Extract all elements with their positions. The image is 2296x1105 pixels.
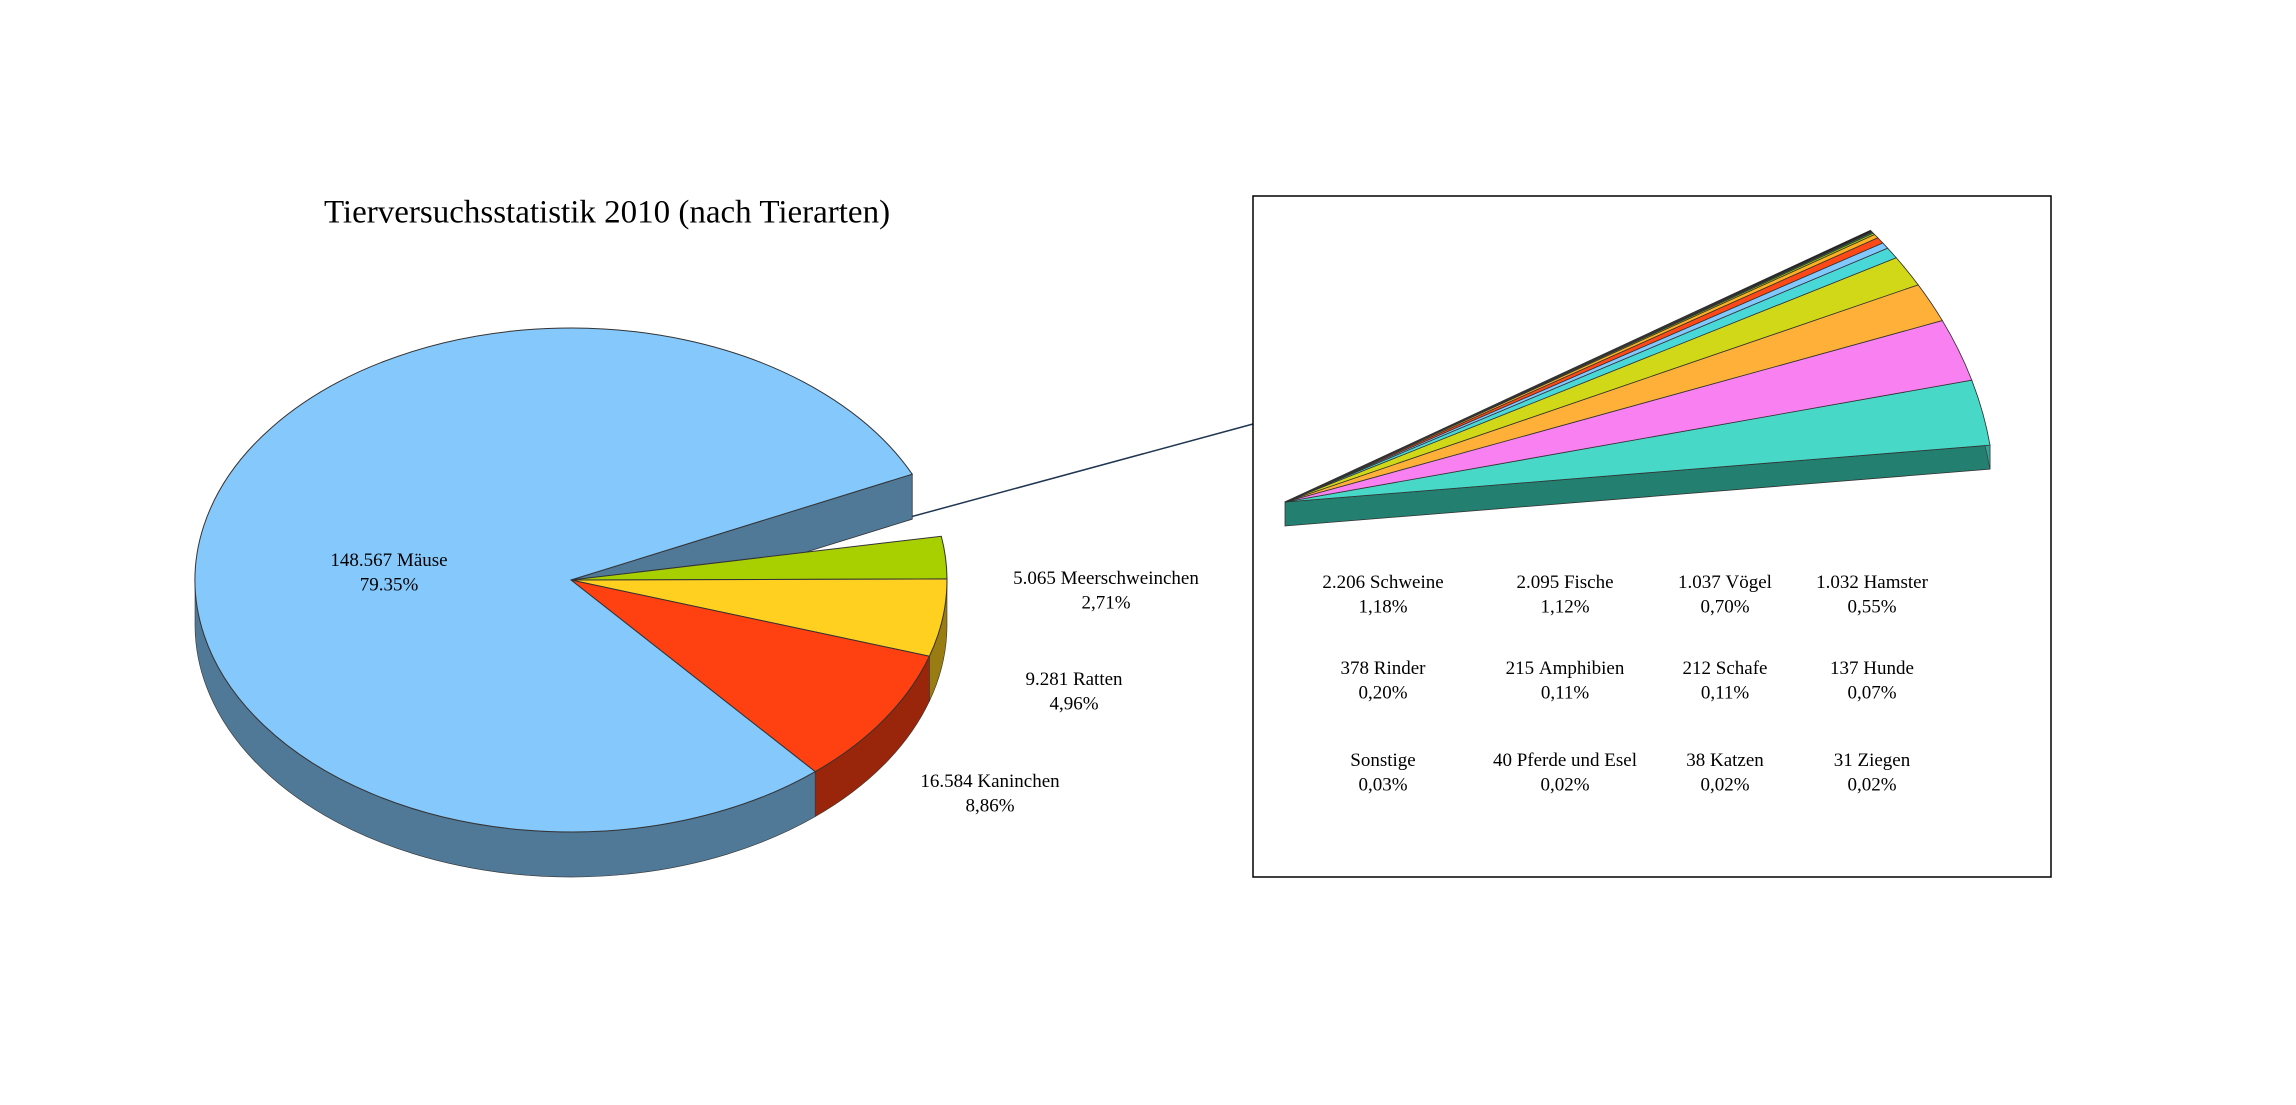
slice-label: 31 Ziegen [1834,750,1911,771]
percent-label: 0,55% [1847,596,1896,617]
percent-label: 0,20% [1358,682,1407,703]
pie-slice [194,327,914,833]
slice-label: 38 Katzen [1686,750,1764,771]
percent-label: 0,03% [1358,774,1407,795]
percent-label: 1,12% [1540,596,1589,617]
category-label: Kaninchen [977,771,1060,792]
percent-label: 0,70% [1700,596,1749,617]
slice-label: 1.037 Vögel [1678,572,1772,593]
category-label: Ziegen [1857,750,1910,771]
category-label: Sonstige [1350,750,1415,771]
category-label: Katzen [1710,750,1764,771]
pie-slice [1284,229,1872,503]
value-label: 5.065 [1013,568,1056,589]
value-label: 2.095 [1516,572,1559,593]
slice-label: 215 Amphibien [1506,658,1625,679]
percent-label: 1,18% [1358,596,1407,617]
category-label: Schweine [1370,572,1444,593]
slice-label: 212 Schafe [1683,658,1768,679]
category-label: Meerschweinchen [1061,568,1200,589]
category-label: Amphibien [1539,658,1625,679]
category-label: Mäuse [397,550,448,571]
percent-label: 0,07% [1847,682,1896,703]
slice-label: 2.206 Schweine [1322,572,1443,593]
value-label: 2.206 [1322,572,1365,593]
detail-box [1252,195,2052,878]
category-label: Vögel [1726,572,1772,593]
category-label: Rinder [1374,658,1426,679]
percent-label: 0,02% [1700,774,1749,795]
value-label: 215 [1506,658,1535,679]
pie-slice [570,579,931,773]
percent-label: 0,11% [1541,682,1590,703]
value-label: 212 [1683,658,1712,679]
category-label: Schafe [1716,658,1768,679]
percent-label: 2,71% [1081,592,1130,613]
category-label: Ratten [1073,669,1123,690]
category-label: Hunde [1863,658,1914,679]
slice-label: 137 Hunde [1830,658,1914,679]
value-label: 378 [1341,658,1370,679]
percent-label: 79.35% [360,574,419,595]
value-label: 40 [1493,750,1512,771]
value-label: 148.567 [330,550,392,571]
percent-label: 4,96% [1049,693,1098,714]
value-label: 31 [1834,750,1853,771]
percent-label: 8,86% [965,795,1014,816]
category-label: Fische [1564,572,1614,593]
category-label: Hamster [1864,572,1929,593]
chart-title: Tierversuchsstatistik 2010 (nach Tierart… [324,195,890,231]
slice-label: 9.281 Ratten [1025,669,1123,690]
slice-label: 40 Pferde und Esel [1493,750,1637,771]
value-label: 38 [1686,750,1705,771]
slice-label: 148.567 Mäuse [330,550,447,571]
percent-label: 0,02% [1540,774,1589,795]
value-label: 1.037 [1678,572,1721,593]
connector-line [865,423,1254,530]
value-label: 1.032 [1816,572,1859,593]
value-label: 16.584 [920,771,973,792]
slice-label: Sonstige [1350,750,1415,771]
slice-label: 16.584 Kaninchen [920,771,1060,792]
percent-label: 0,02% [1847,774,1896,795]
slice-label: 1.032 Hamster [1816,572,1929,593]
percent-label: 0,11% [1701,682,1750,703]
value-label: 9.281 [1025,669,1068,690]
category-label: Pferde und Esel [1517,750,1637,771]
slice-label: 2.095 Fische [1516,572,1613,593]
value-label: 137 [1830,658,1859,679]
slice-label: 5.065 Meerschweinchen [1013,568,1199,589]
slice-label: 378 Rinder [1341,658,1427,679]
